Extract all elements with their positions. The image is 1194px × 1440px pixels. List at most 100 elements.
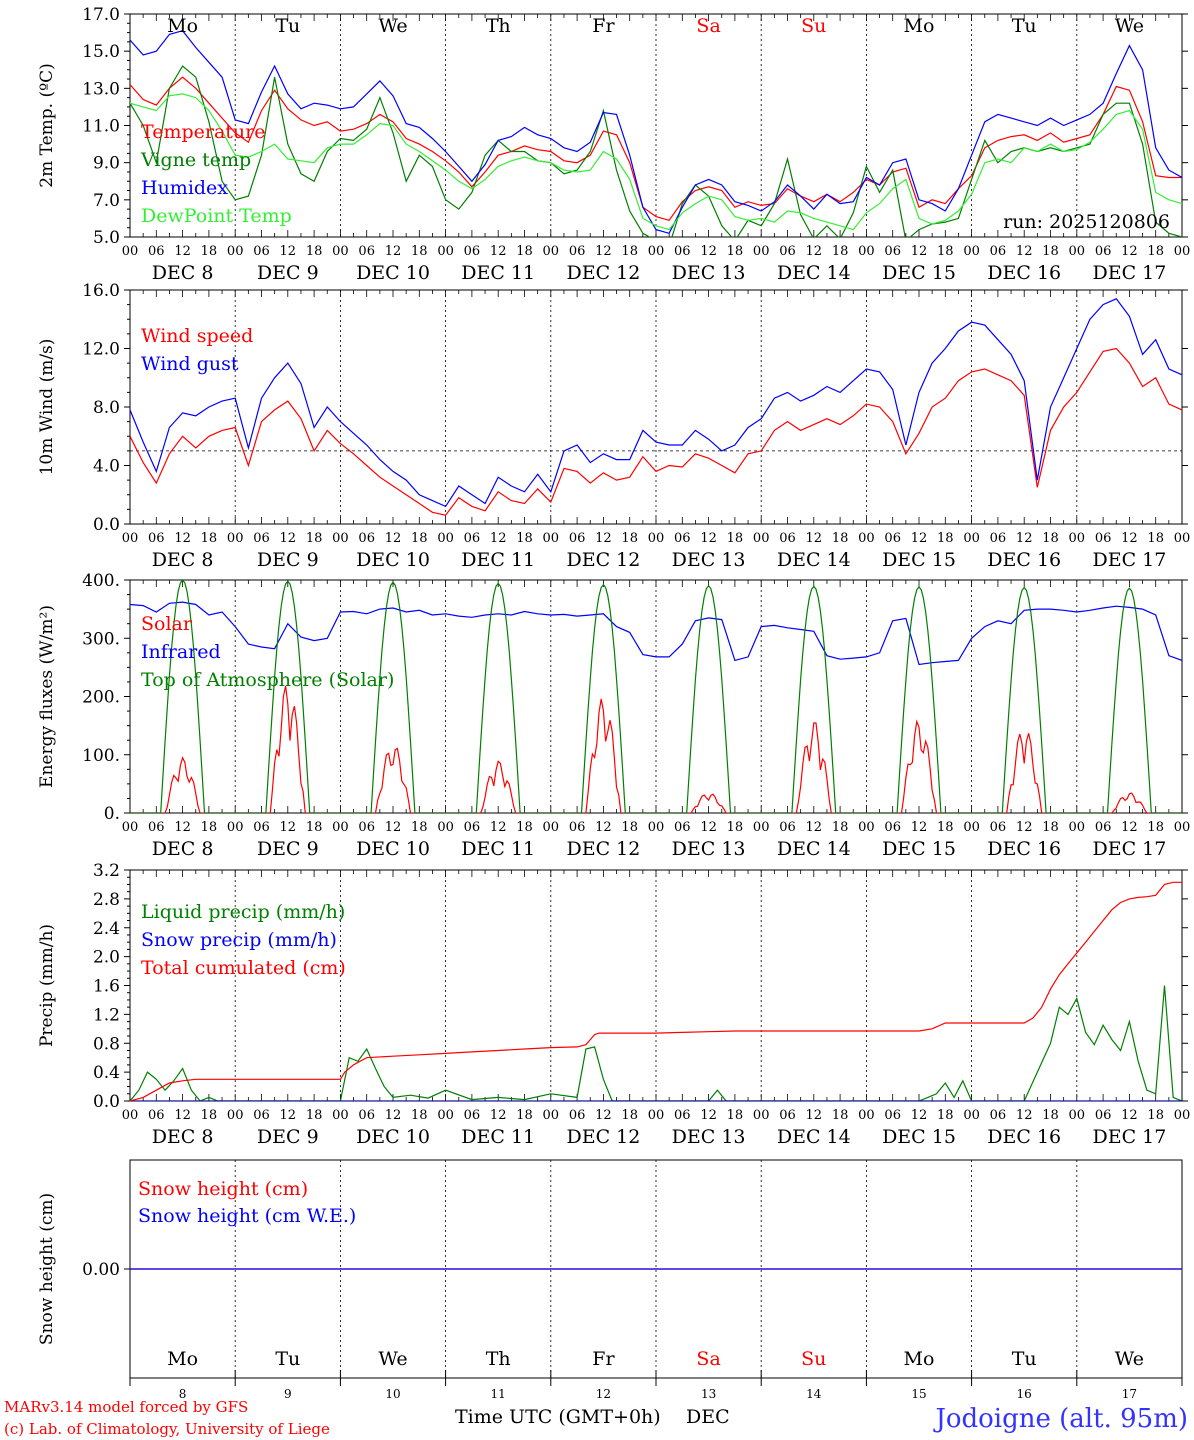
date-label: DEC 11: [461, 549, 535, 571]
hour-tick-label: 00: [963, 244, 980, 259]
hour-tick-label: 06: [253, 244, 270, 259]
legend-entry: Liquid precip (mm/h): [141, 901, 345, 923]
weekday-label: Mo: [904, 15, 935, 37]
legend-entry: Snow precip (mm/h): [141, 929, 337, 951]
date-label: DEC 9: [257, 262, 319, 284]
hour-tick-label: 18: [832, 531, 849, 546]
hour-tick-label: 18: [621, 1108, 638, 1123]
weekday-label: Th: [486, 15, 511, 37]
date-label: DEC 16: [987, 262, 1061, 284]
hour-tick-label: 00: [753, 820, 770, 835]
hour-tick-label: 06: [569, 820, 586, 835]
hour-tick-label: 06: [358, 531, 375, 546]
hour-tick-label: 18: [306, 1108, 323, 1123]
legend-entry: Wind speed: [141, 325, 253, 347]
hour-tick-label: 00: [648, 1108, 665, 1123]
y-tick-label: 2.0: [93, 948, 120, 968]
hour-tick-label: 18: [727, 531, 744, 546]
hour-tick-label: 12: [1121, 244, 1138, 259]
hour-tick-label: 12: [700, 1108, 717, 1123]
hour-tick-label: 12: [700, 531, 717, 546]
y-tick-label: 4.0: [93, 457, 120, 477]
hour-tick-label: 18: [1147, 1108, 1164, 1123]
series-line-wind-speed: [130, 347, 1182, 516]
hour-tick-label: 00: [122, 244, 139, 259]
hour-tick-label: 00: [227, 820, 244, 835]
hour-tick-label: 00: [332, 531, 349, 546]
date-label: DEC 10: [356, 1126, 430, 1148]
y-tick-label: 1.2: [93, 1005, 120, 1025]
legend-entry: Temperature: [141, 121, 265, 143]
hour-tick-label: 06: [253, 1108, 270, 1123]
hour-tick-label: 00: [1174, 820, 1191, 835]
hour-tick-label: 12: [280, 244, 297, 259]
hour-tick-label: 00: [1069, 1108, 1086, 1123]
date-number: 12: [596, 1387, 611, 1401]
weekday-label: Sa: [696, 1348, 720, 1370]
hour-tick-label: 00: [1069, 244, 1086, 259]
hour-tick-label: 18: [306, 531, 323, 546]
weekday-label: We: [1115, 1348, 1144, 1370]
hour-tick-label: 12: [385, 1108, 402, 1123]
hour-tick-label: 06: [990, 820, 1007, 835]
hour-tick-label: 00: [122, 531, 139, 546]
hour-tick-label: 06: [464, 820, 481, 835]
hour-tick-label: 00: [753, 1108, 770, 1123]
hour-tick-label: 18: [516, 244, 533, 259]
legend-entry: Vigne temp: [140, 149, 251, 171]
hour-tick-label: 18: [937, 1108, 954, 1123]
hour-tick-label: 12: [490, 820, 507, 835]
y-tick-label: 100.: [82, 746, 120, 766]
date-label: DEC 14: [777, 838, 851, 860]
date-label: DEC 15: [882, 262, 956, 284]
hour-tick-label: 00: [858, 244, 875, 259]
y-tick-label: 2.8: [93, 890, 120, 910]
hour-tick-label: 12: [385, 531, 402, 546]
hour-tick-label: 00: [543, 1108, 560, 1123]
date-number: 11: [491, 1387, 506, 1401]
hour-tick-label: 12: [806, 1108, 823, 1123]
hour-tick-label: 06: [674, 531, 691, 546]
hour-tick-label: 06: [674, 244, 691, 259]
legend-entry: Snow height (cm W.E.): [138, 1205, 356, 1227]
date-label: DEC 15: [882, 1126, 956, 1148]
hour-tick-label: 18: [201, 820, 218, 835]
hour-tick-label: 06: [990, 244, 1007, 259]
date-label: DEC 13: [672, 262, 746, 284]
hour-tick-label: 06: [358, 1108, 375, 1123]
hour-tick-label: 00: [543, 244, 560, 259]
hour-tick-label: 00: [227, 531, 244, 546]
hour-tick-label: 12: [1121, 820, 1138, 835]
date-label: DEC 17: [1092, 262, 1166, 284]
date-label: DEC 12: [566, 549, 640, 571]
date-label: DEC 16: [987, 1126, 1061, 1148]
hour-tick-label: 12: [385, 244, 402, 259]
date-label: DEC 17: [1092, 838, 1166, 860]
hour-tick-label: 12: [280, 1108, 297, 1123]
y-tick-label: 17.0: [82, 5, 120, 25]
y-tick-label: 0.: [104, 804, 120, 824]
hour-tick-label: 12: [174, 244, 191, 259]
hour-tick-label: 06: [253, 531, 270, 546]
hour-tick-label: 00: [1174, 1108, 1191, 1123]
hour-tick-label: 06: [884, 531, 901, 546]
hour-tick-label: 00: [963, 531, 980, 546]
y-tick-label: 0.4: [93, 1063, 120, 1083]
series-line-total-cumulated-cm-: [130, 881, 1182, 1101]
hour-tick-label: 00: [332, 1108, 349, 1123]
weekday-label: Mo: [904, 1348, 935, 1370]
hour-tick-label: 00: [227, 244, 244, 259]
hour-tick-label: 12: [174, 1108, 191, 1123]
y-axis-label: 2m Temp. (ºC): [37, 63, 57, 188]
hour-tick-label: 18: [201, 244, 218, 259]
panels: 00 06 12 18 00 06 12 18 00 06 12 18 00 06 12 18 00 06 12 18…: [37, 5, 1190, 1401]
date-label: DEC 8: [152, 1126, 214, 1148]
hour-tick-label: 18: [727, 820, 744, 835]
series-line-top-of-atmosphere-solar-: [130, 580, 1182, 813]
legend-entry: Top of Atmosphere (Solar): [141, 669, 394, 691]
series-group: [130, 580, 1182, 813]
hour-tick-label: 00: [753, 244, 770, 259]
hour-tick-label: 18: [1147, 244, 1164, 259]
weekday-label: Tu: [1012, 1348, 1037, 1370]
model-credit: MARv3.14 model forced by GFS: [4, 1398, 248, 1416]
